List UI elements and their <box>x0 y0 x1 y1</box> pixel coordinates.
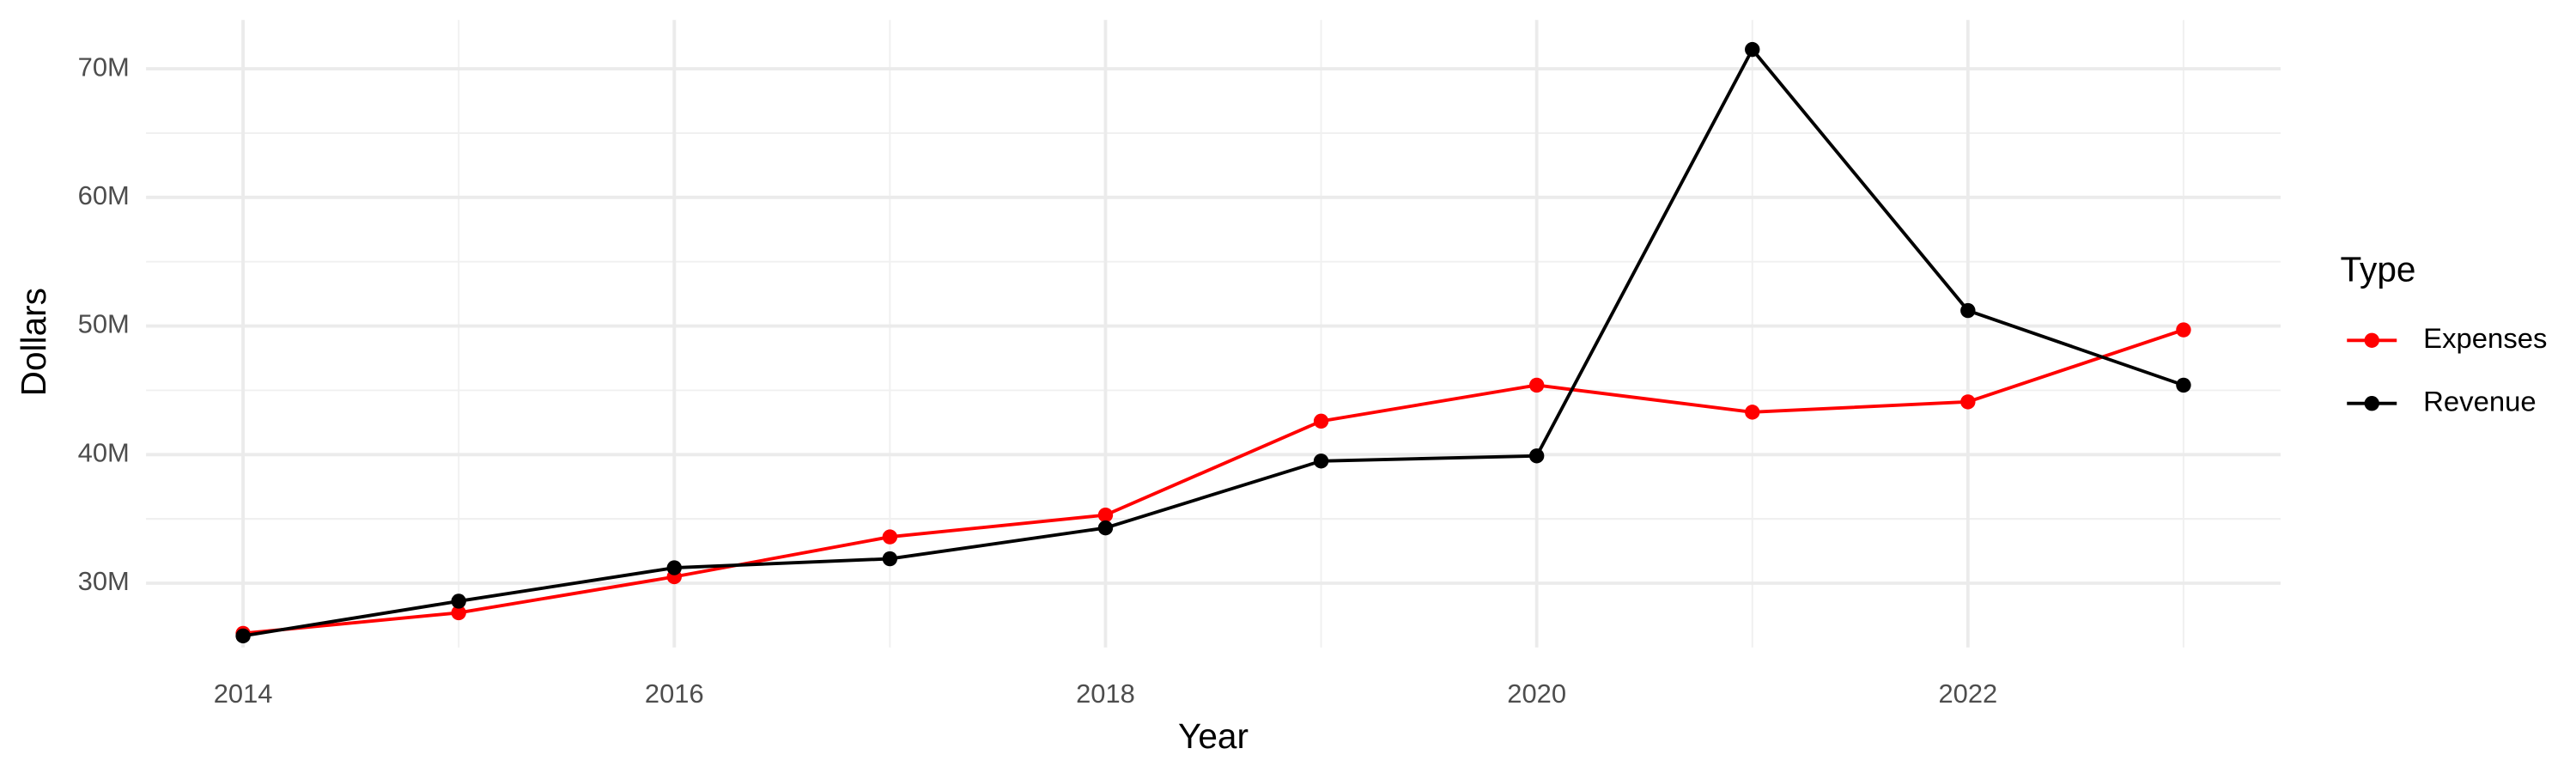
y-axis-title: Dollars <box>14 288 53 396</box>
data-point <box>451 605 466 621</box>
y-tick-label: 70M <box>78 52 130 82</box>
x-tick-label: 2022 <box>1938 679 1997 709</box>
y-tick-label: 60M <box>78 180 130 210</box>
data-point <box>882 529 898 545</box>
x-axis-title: Year <box>1178 716 1249 756</box>
data-point <box>1313 453 1329 469</box>
data-point <box>1745 405 1760 420</box>
x-tick-label: 2018 <box>1076 679 1135 709</box>
x-tick-label: 2014 <box>214 679 273 709</box>
y-tick-label: 40M <box>78 437 130 467</box>
data-point <box>882 551 898 567</box>
data-point <box>2176 377 2191 393</box>
legend-marker <box>2364 396 2379 411</box>
y-tick-label: 50M <box>78 309 130 339</box>
data-point <box>1960 394 1976 410</box>
data-point <box>2176 322 2191 338</box>
x-tick-label: 2016 <box>645 679 704 709</box>
series-line <box>242 46 2184 638</box>
data-point <box>666 560 682 575</box>
data-point <box>1097 507 1114 523</box>
data-point <box>1528 448 1545 464</box>
legend-title: Type <box>2341 250 2416 289</box>
data-point <box>451 593 466 609</box>
legend-label: Expenses <box>2423 322 2547 354</box>
legend-marker <box>2364 332 2379 348</box>
data-point <box>1745 41 1760 58</box>
series-line <box>242 328 2184 636</box>
data-point <box>235 628 251 644</box>
data-point <box>1313 413 1329 429</box>
data-point <box>1528 377 1545 393</box>
marks <box>235 41 2191 644</box>
y-tick-label: 30M <box>78 566 130 596</box>
x-tick-label: 2020 <box>1507 679 1566 709</box>
legend-label: Revenue <box>2423 385 2537 417</box>
data-point <box>1097 520 1114 536</box>
data-point <box>1960 302 1976 319</box>
grid <box>146 20 2281 648</box>
